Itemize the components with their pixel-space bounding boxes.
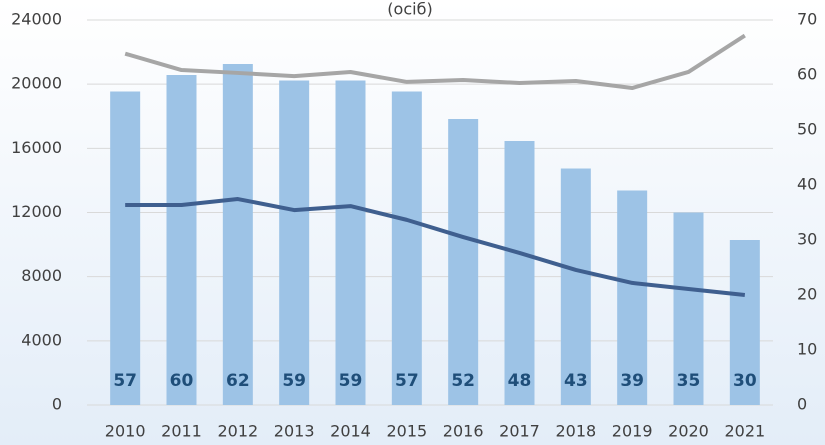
x-tick-label: 2010 xyxy=(105,422,146,441)
x-tick-label: 2018 xyxy=(555,422,596,441)
bar xyxy=(222,64,253,405)
y2-tick-label: 0 xyxy=(797,395,807,414)
x-tick-label: 2016 xyxy=(443,422,484,441)
bar-value-label: 43 xyxy=(564,371,588,391)
y2-tick-label: 20 xyxy=(797,285,817,304)
bar-value-label: 30 xyxy=(733,371,757,391)
bar xyxy=(391,91,422,405)
x-tick-label: 2011 xyxy=(161,422,202,441)
line xyxy=(124,33,746,91)
bar-value-label: 57 xyxy=(113,371,137,391)
x-tick-label: 2012 xyxy=(217,422,258,441)
bar-value-label: 59 xyxy=(339,371,363,391)
bar-value-label: 59 xyxy=(282,371,306,391)
y-tick-label: 24000 xyxy=(11,10,62,29)
bar xyxy=(166,75,197,405)
y-tick-label: 4000 xyxy=(21,330,62,349)
x-tick-label: 2017 xyxy=(499,422,540,441)
bar-value-label: 52 xyxy=(451,371,475,391)
x-tick-label: 2020 xyxy=(668,422,709,441)
bar xyxy=(279,80,310,405)
y2-tick-label: 60 xyxy=(797,65,817,84)
y2-tick-label: 40 xyxy=(797,175,817,194)
y2-tick-label: 30 xyxy=(797,230,817,249)
x-tick-label: 2019 xyxy=(612,422,653,441)
x-tick-label: 2013 xyxy=(274,422,315,441)
y2-tick-label: 50 xyxy=(797,120,817,139)
y2-tick-label: 70 xyxy=(797,10,817,29)
y2-tick-label: 10 xyxy=(797,340,817,359)
bar-value-label: 60 xyxy=(170,371,194,391)
bar xyxy=(673,212,704,405)
x-tick-label: 2015 xyxy=(386,422,427,441)
y-tick-label: 12000 xyxy=(11,202,62,221)
line xyxy=(125,197,746,297)
bar xyxy=(448,119,479,405)
bar-value-label: 62 xyxy=(226,371,250,391)
y-tick-label: 16000 xyxy=(11,138,62,157)
bar-value-label: 35 xyxy=(677,371,701,391)
bar xyxy=(504,141,535,405)
bar-value-label: 48 xyxy=(508,371,532,391)
y-tick-label: 8000 xyxy=(21,266,62,285)
bar xyxy=(729,240,760,405)
y-tick-label: 0 xyxy=(52,395,62,414)
bar xyxy=(110,91,141,405)
bar-value-label: 57 xyxy=(395,371,419,391)
bar xyxy=(560,168,591,405)
bar-value-label: 39 xyxy=(620,371,644,391)
x-tick-label: 2014 xyxy=(330,422,371,441)
x-tick-label: 2021 xyxy=(724,422,765,441)
chart-title: (осіб) xyxy=(387,0,432,19)
bar xyxy=(617,190,648,405)
bar xyxy=(335,80,366,405)
y-tick-label: 20000 xyxy=(11,74,62,93)
